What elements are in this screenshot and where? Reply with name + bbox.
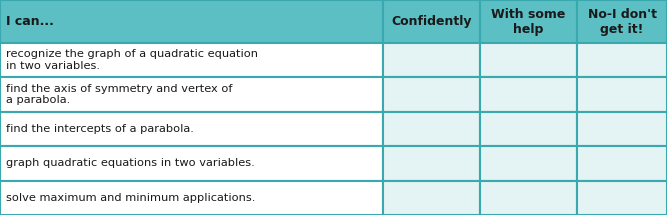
Text: find the axis of symmetry and vertex of
a parabola.: find the axis of symmetry and vertex of … — [6, 84, 233, 105]
Bar — [480, 43, 577, 77]
Bar — [577, 146, 667, 181]
Text: I can...: I can... — [6, 15, 54, 28]
Bar — [0, 146, 383, 181]
Bar — [383, 112, 480, 146]
Bar — [0, 77, 383, 112]
Bar — [577, 112, 667, 146]
Bar — [480, 112, 577, 146]
Text: graph quadratic equations in two variables.: graph quadratic equations in two variabl… — [6, 158, 255, 168]
Bar — [0, 181, 383, 215]
Bar — [383, 77, 480, 112]
Text: With some
help: With some help — [492, 8, 566, 35]
Text: solve maximum and minimum applications.: solve maximum and minimum applications. — [6, 193, 255, 203]
Bar — [577, 77, 667, 112]
Bar — [383, 43, 480, 77]
Bar — [383, 181, 480, 215]
Bar — [0, 0, 383, 43]
Bar — [0, 112, 383, 146]
Bar — [577, 181, 667, 215]
Text: find the intercepts of a parabola.: find the intercepts of a parabola. — [6, 124, 194, 134]
Text: Confidently: Confidently — [392, 15, 472, 28]
Bar — [383, 0, 480, 43]
Bar — [480, 77, 577, 112]
Bar — [480, 0, 577, 43]
Bar — [0, 43, 383, 77]
Text: No-I don't
get it!: No-I don't get it! — [588, 8, 656, 35]
Bar — [480, 146, 577, 181]
Bar — [577, 0, 667, 43]
Bar — [480, 181, 577, 215]
Text: recognize the graph of a quadratic equation
in two variables.: recognize the graph of a quadratic equat… — [6, 49, 258, 71]
Bar — [577, 43, 667, 77]
Bar — [383, 146, 480, 181]
